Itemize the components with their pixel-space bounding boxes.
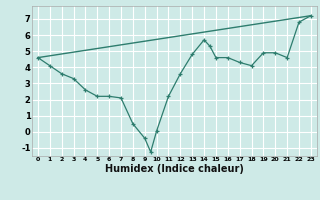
X-axis label: Humidex (Indice chaleur): Humidex (Indice chaleur): [105, 164, 244, 174]
